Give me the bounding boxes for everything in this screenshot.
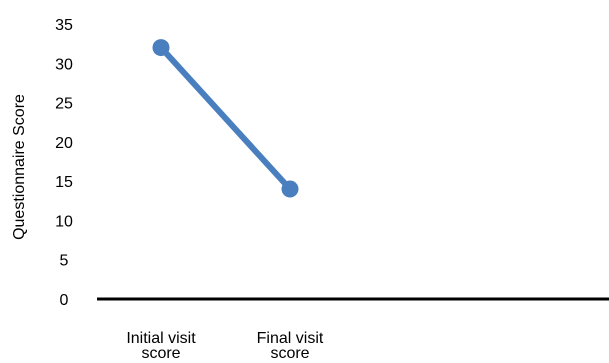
y-axis-label: Questionnaire Score	[11, 94, 28, 240]
y-tick-label: 20	[55, 135, 73, 152]
y-tick-label: 5	[60, 253, 69, 270]
series-line	[158, 44, 293, 192]
y-axis-ticks: 0 5 10 15 20 25 30 35	[55, 17, 73, 309]
y-tick-label: 0	[60, 292, 69, 309]
y-tick-label: 15	[55, 174, 73, 191]
x-axis-categories: Initial visit score Final visit score	[126, 330, 324, 362]
x-category-label: Initial visit score	[126, 330, 196, 362]
y-tick-label: 35	[55, 17, 73, 34]
series-layer	[152, 39, 299, 198]
y-tick-label: 30	[55, 56, 73, 73]
y-tick-label: 25	[55, 96, 73, 113]
data-point	[281, 180, 299, 198]
y-tick-label: 10	[55, 213, 73, 230]
x-category-label: Final visit score	[257, 330, 324, 362]
data-point	[152, 39, 170, 57]
